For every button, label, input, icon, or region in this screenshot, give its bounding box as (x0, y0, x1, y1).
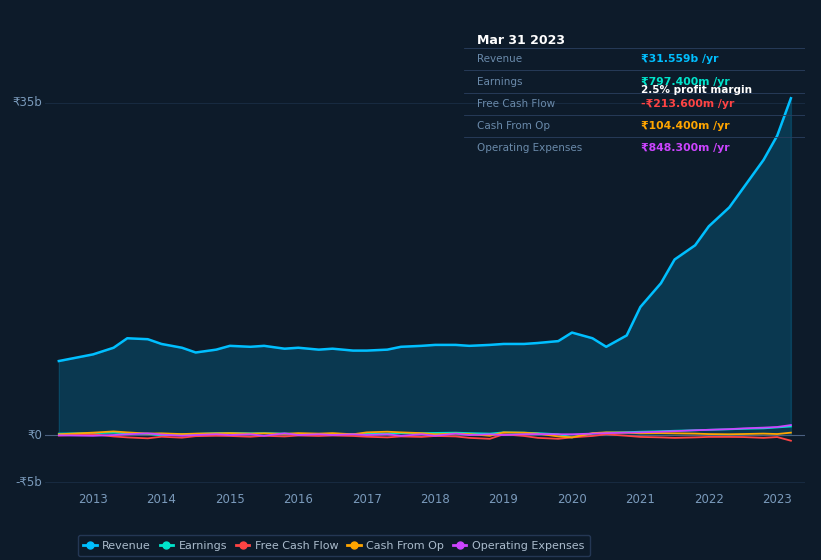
Text: ₹797.400m /yr: ₹797.400m /yr (641, 77, 730, 87)
Text: ₹0: ₹0 (27, 428, 42, 441)
Text: Revenue: Revenue (478, 54, 523, 64)
Text: Earnings: Earnings (478, 77, 523, 87)
Text: Operating Expenses: Operating Expenses (478, 143, 583, 153)
Text: Mar 31 2023: Mar 31 2023 (478, 34, 566, 47)
Text: ₹35b: ₹35b (12, 96, 42, 109)
Text: ₹31.559b /yr: ₹31.559b /yr (641, 54, 718, 64)
Text: ₹104.400m /yr: ₹104.400m /yr (641, 121, 730, 131)
Text: Free Cash Flow: Free Cash Flow (478, 99, 556, 109)
Text: 2.5% profit margin: 2.5% profit margin (641, 85, 752, 95)
Text: -₹213.600m /yr: -₹213.600m /yr (641, 99, 735, 109)
Text: Cash From Op: Cash From Op (478, 121, 551, 131)
Text: ₹848.300m /yr: ₹848.300m /yr (641, 143, 730, 153)
Legend: Revenue, Earnings, Free Cash Flow, Cash From Op, Operating Expenses: Revenue, Earnings, Free Cash Flow, Cash … (78, 535, 589, 556)
Text: -₹5b: -₹5b (16, 476, 42, 489)
